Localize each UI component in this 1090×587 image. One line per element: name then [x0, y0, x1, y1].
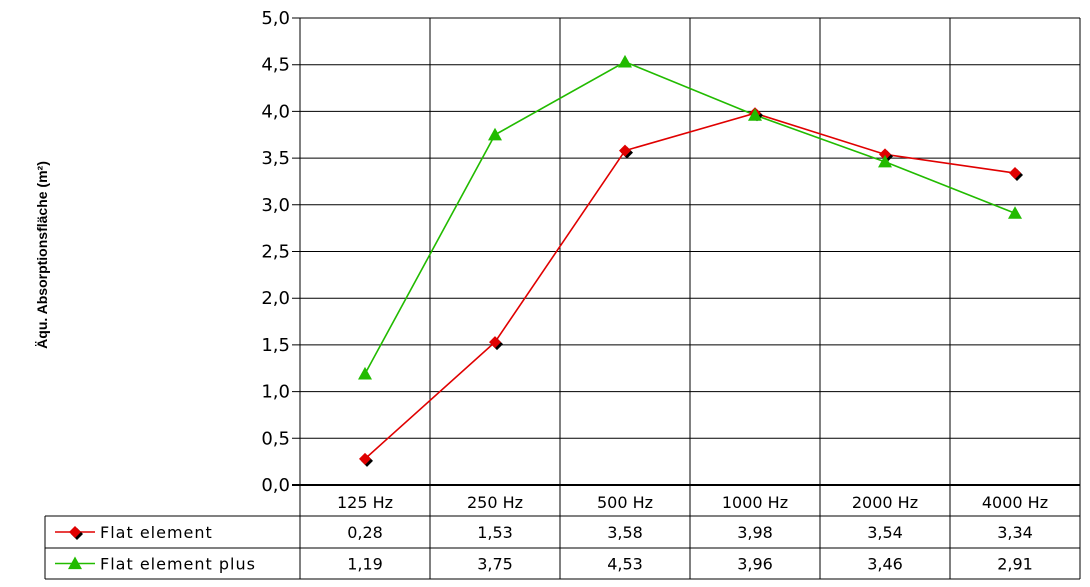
- legend-marker: [68, 556, 82, 570]
- data-label: 1,19: [347, 555, 383, 574]
- series-lines: [364, 61, 1016, 460]
- data-label: 3,58: [607, 523, 643, 542]
- series-line-1: [364, 112, 1016, 460]
- y-tick-label: 2,5: [261, 242, 290, 263]
- y-tick-label: 0,0: [261, 475, 290, 496]
- data-point: [489, 336, 501, 349]
- data-point: [1008, 206, 1022, 219]
- data-point: [748, 108, 762, 121]
- y-tick-label: 4,5: [261, 55, 290, 76]
- data-label: 3,54: [867, 523, 903, 542]
- y-tick-label: 1,5: [261, 335, 290, 356]
- y-tick-label: 0,5: [261, 428, 290, 449]
- category-label: 500 Hz: [597, 493, 653, 512]
- y-axis-label: Äqu. Absorptionsfläche (m²): [34, 161, 50, 349]
- y-tick-label: 3,5: [261, 148, 290, 169]
- category-label: 2000 Hz: [852, 493, 918, 512]
- data-label: 0,28: [347, 523, 383, 542]
- y-tick-label: 3,0: [261, 195, 290, 216]
- data-point: [878, 154, 892, 168]
- legend-marker: [69, 526, 81, 538]
- data-point: [358, 366, 372, 380]
- data-point: [619, 144, 631, 157]
- data-label: 3,98: [737, 523, 773, 542]
- series-line-2: [364, 61, 1016, 375]
- y-tick-label: 1,0: [261, 382, 290, 403]
- data-label: 3,46: [867, 555, 903, 574]
- y-tick-label: 5,0: [261, 8, 290, 29]
- data-label: 4,53: [607, 555, 643, 574]
- data-label: 2,91: [997, 555, 1033, 574]
- data-point: [618, 54, 632, 68]
- category-label: 4000 Hz: [982, 493, 1048, 512]
- legend-entry: Flat element: [100, 523, 213, 542]
- data-label: 3,34: [997, 523, 1033, 542]
- data-label: 3,75: [477, 555, 513, 574]
- data-point: [879, 148, 891, 161]
- category-label: 125 Hz: [337, 493, 393, 512]
- y-tick-label: 4,0: [261, 101, 290, 122]
- data-label: 1,53: [477, 523, 513, 542]
- data-point: [488, 127, 502, 141]
- y-tick-label: 2,0: [261, 288, 290, 309]
- data-point: [1009, 167, 1021, 180]
- y-tick-labels: 0,0 0,5 1,0 1,5 2,0 2,5 3,0 3,5 4,0 4,5 5,0: [261, 8, 290, 496]
- data-label: 3,96: [737, 555, 773, 574]
- grid-lines: [292, 17, 1081, 485]
- data-point: [359, 452, 371, 465]
- category-label: 1000 Hz: [722, 493, 788, 512]
- legend-entry: Flat element plus: [100, 555, 256, 574]
- category-label: 250 Hz: [467, 493, 523, 512]
- series-markers: [358, 54, 1023, 467]
- data-table: 125 Hz 250 Hz 500 Hz 1000 Hz 2000 Hz 4000 Hz F…: [44, 18, 1081, 580]
